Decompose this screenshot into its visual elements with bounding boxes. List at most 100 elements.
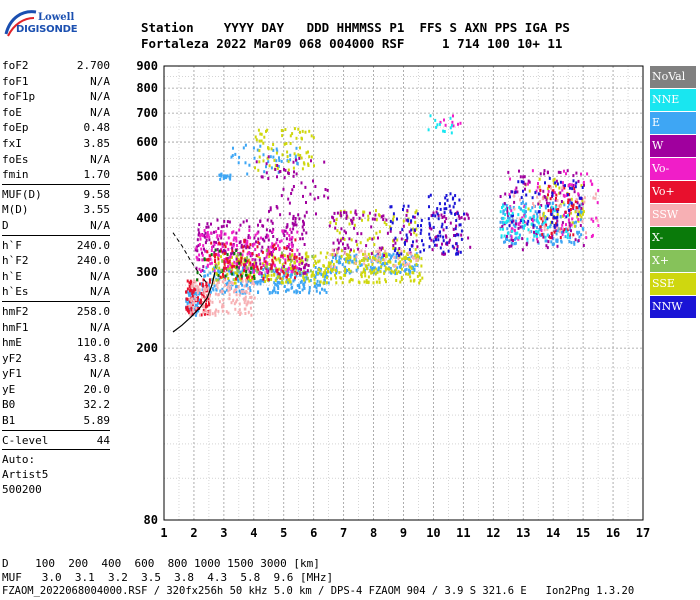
data-point: [372, 281, 375, 285]
data-point: [573, 241, 576, 244]
data-point: [407, 251, 410, 255]
data-point: [218, 300, 221, 304]
data-point: [239, 291, 242, 295]
data-point: [241, 271, 244, 275]
data-point: [226, 253, 229, 257]
data-point: [217, 237, 220, 241]
data-point: [414, 253, 417, 257]
data-point: [262, 159, 265, 163]
data-point: [235, 244, 238, 247]
data-point: [389, 229, 392, 233]
data-point: [502, 222, 505, 226]
data-point: [206, 284, 209, 288]
data-point: [253, 236, 256, 240]
data-point: [590, 217, 593, 221]
x-tick-label: 13: [516, 526, 530, 540]
data-point: [203, 305, 205, 308]
data-point: [291, 249, 294, 253]
data-point: [527, 219, 530, 223]
data-point: [504, 240, 507, 244]
data-point: [235, 277, 238, 281]
data-point: [375, 267, 378, 271]
data-point: [344, 247, 347, 250]
data-point: [235, 255, 238, 259]
data-point: [442, 250, 445, 254]
data-point: [333, 252, 336, 256]
parameter-panel: foF2 2.700 foF1 N/A foF1p N/A foE N/A foEp 0.48 fx…: [2, 58, 110, 497]
data-point: [398, 252, 401, 256]
data-point: [287, 168, 290, 172]
data-point: [547, 204, 549, 208]
data-point: [532, 238, 535, 242]
data-point: [313, 197, 316, 201]
data-point: [280, 194, 283, 198]
data-point: [381, 255, 384, 259]
data-point: [281, 263, 284, 267]
data-point: [416, 245, 419, 249]
data-point: [255, 240, 257, 244]
y-tick-label: 400: [136, 211, 158, 225]
data-point: [242, 263, 245, 267]
data-point: [319, 280, 322, 284]
data-point: [355, 255, 358, 259]
data-point: [354, 209, 357, 213]
data-point: [568, 210, 571, 214]
data-point: [189, 306, 192, 310]
data-point: [278, 267, 281, 271]
data-point: [257, 237, 260, 241]
data-point: [371, 262, 374, 266]
data-point: [388, 259, 391, 263]
data-point: [235, 236, 238, 240]
y-tick-label: 700: [136, 106, 158, 120]
data-point: [416, 274, 419, 278]
data-point: [319, 269, 322, 273]
data-point: [560, 240, 563, 244]
data-point: [187, 309, 190, 313]
data-point: [400, 249, 403, 253]
data-point: [531, 196, 534, 200]
data-point: [361, 271, 364, 275]
data-point: [465, 212, 468, 216]
data-point: [276, 167, 279, 170]
data-point: [407, 272, 410, 276]
param-row: MUF(D) 9.58: [2, 187, 110, 203]
data-point: [235, 293, 238, 297]
data-point: [193, 295, 196, 299]
data-point: [201, 295, 204, 299]
data-point: [201, 253, 204, 257]
data-point: [274, 256, 277, 260]
x-tick-label: 12: [486, 526, 500, 540]
data-point: [235, 257, 238, 261]
data-point: [186, 309, 189, 313]
param-row: fxI 3.85: [2, 136, 110, 152]
data-point: [363, 210, 366, 214]
data-point: [288, 280, 291, 284]
legend-item: Vo-: [650, 158, 696, 180]
data-point: [517, 180, 520, 184]
data-point: [528, 189, 531, 193]
data-point: [571, 187, 574, 191]
data-point: [272, 235, 275, 238]
data-point: [558, 191, 561, 195]
data-point: [330, 253, 333, 257]
data-point: [238, 155, 241, 159]
data-point: [270, 268, 273, 272]
data-point: [199, 237, 202, 241]
data-point: [532, 223, 535, 227]
data-point: [261, 245, 264, 249]
data-point: [249, 271, 252, 275]
data-point: [200, 233, 203, 237]
data-point: [251, 281, 254, 285]
data-point: [282, 255, 284, 259]
data-point: [375, 209, 377, 213]
separator: [2, 234, 110, 236]
data-point: [383, 258, 386, 262]
data-point: [278, 159, 281, 162]
data-point: [443, 214, 446, 218]
data-point: [370, 252, 373, 256]
data-point: [192, 301, 195, 305]
data-point: [590, 182, 593, 186]
data-point: [231, 264, 234, 268]
data-point: [562, 184, 565, 188]
data-point: [210, 222, 212, 226]
